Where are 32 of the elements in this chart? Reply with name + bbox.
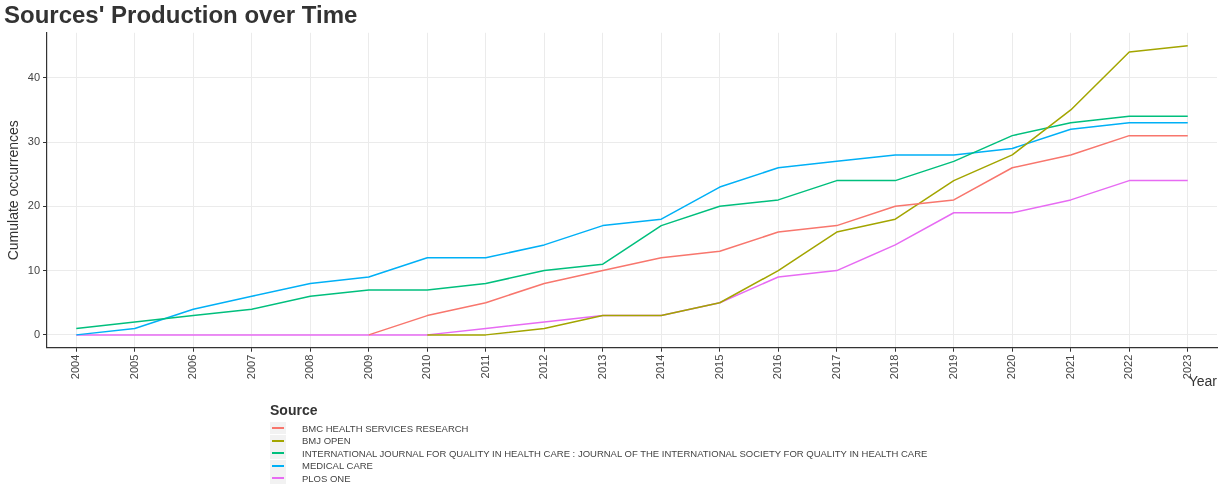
x-tick-label: 2019	[946, 354, 959, 380]
x-tick-label: 2005	[127, 354, 140, 380]
x-tick-label: 2009	[361, 354, 374, 380]
y-tick-label: 20	[27, 199, 41, 212]
x-tick-label: 2014	[654, 354, 667, 380]
x-tick-label: 2020	[1005, 354, 1018, 380]
y-tick-label: 0	[33, 327, 41, 340]
legend-title: Source	[270, 402, 319, 418]
x-tick-label: 2008	[303, 354, 316, 380]
legend-label: BMC HEALTH SERVICES RESEARCH	[302, 422, 469, 434]
x-tick-label: 2010	[420, 354, 433, 380]
y-tick-label: 40	[27, 70, 41, 83]
x-tick-label: 2022	[1122, 354, 1135, 380]
x-tick-label: 2012	[537, 354, 550, 380]
x-tick-label: 2011	[478, 354, 491, 379]
y-tick-label: 10	[27, 263, 41, 276]
legend-label: PLOS ONE	[302, 472, 351, 484]
chart-title: Sources' Production over Time	[4, 1, 358, 29]
x-tick-label: 2013	[595, 354, 608, 380]
x-tick-label: 2021	[1063, 354, 1076, 380]
x-tick-label: 2006	[186, 354, 199, 380]
y-axis-title: Cumulate occurrences	[5, 120, 22, 261]
x-tick-label: 2017	[829, 354, 842, 380]
legend-label: BMJ OPEN	[302, 435, 351, 447]
legend-label: MEDICAL CARE	[302, 460, 373, 472]
x-tick-label: 2018	[888, 354, 901, 380]
x-tick-label: 2016	[771, 354, 784, 380]
legend-label: INTERNATIONAL JOURNAL FOR QUALITY IN HEALTH CARE : JOURNAL OF THE INTERNATIONAL SOCIETY FOR QUALITY IN HEALTH CARE	[302, 447, 928, 459]
x-tick-label: 2004	[69, 354, 82, 380]
x-tick-label: 2015	[712, 354, 725, 380]
y-tick-label: 30	[27, 135, 41, 148]
x-tick-label: 2007	[244, 354, 257, 380]
